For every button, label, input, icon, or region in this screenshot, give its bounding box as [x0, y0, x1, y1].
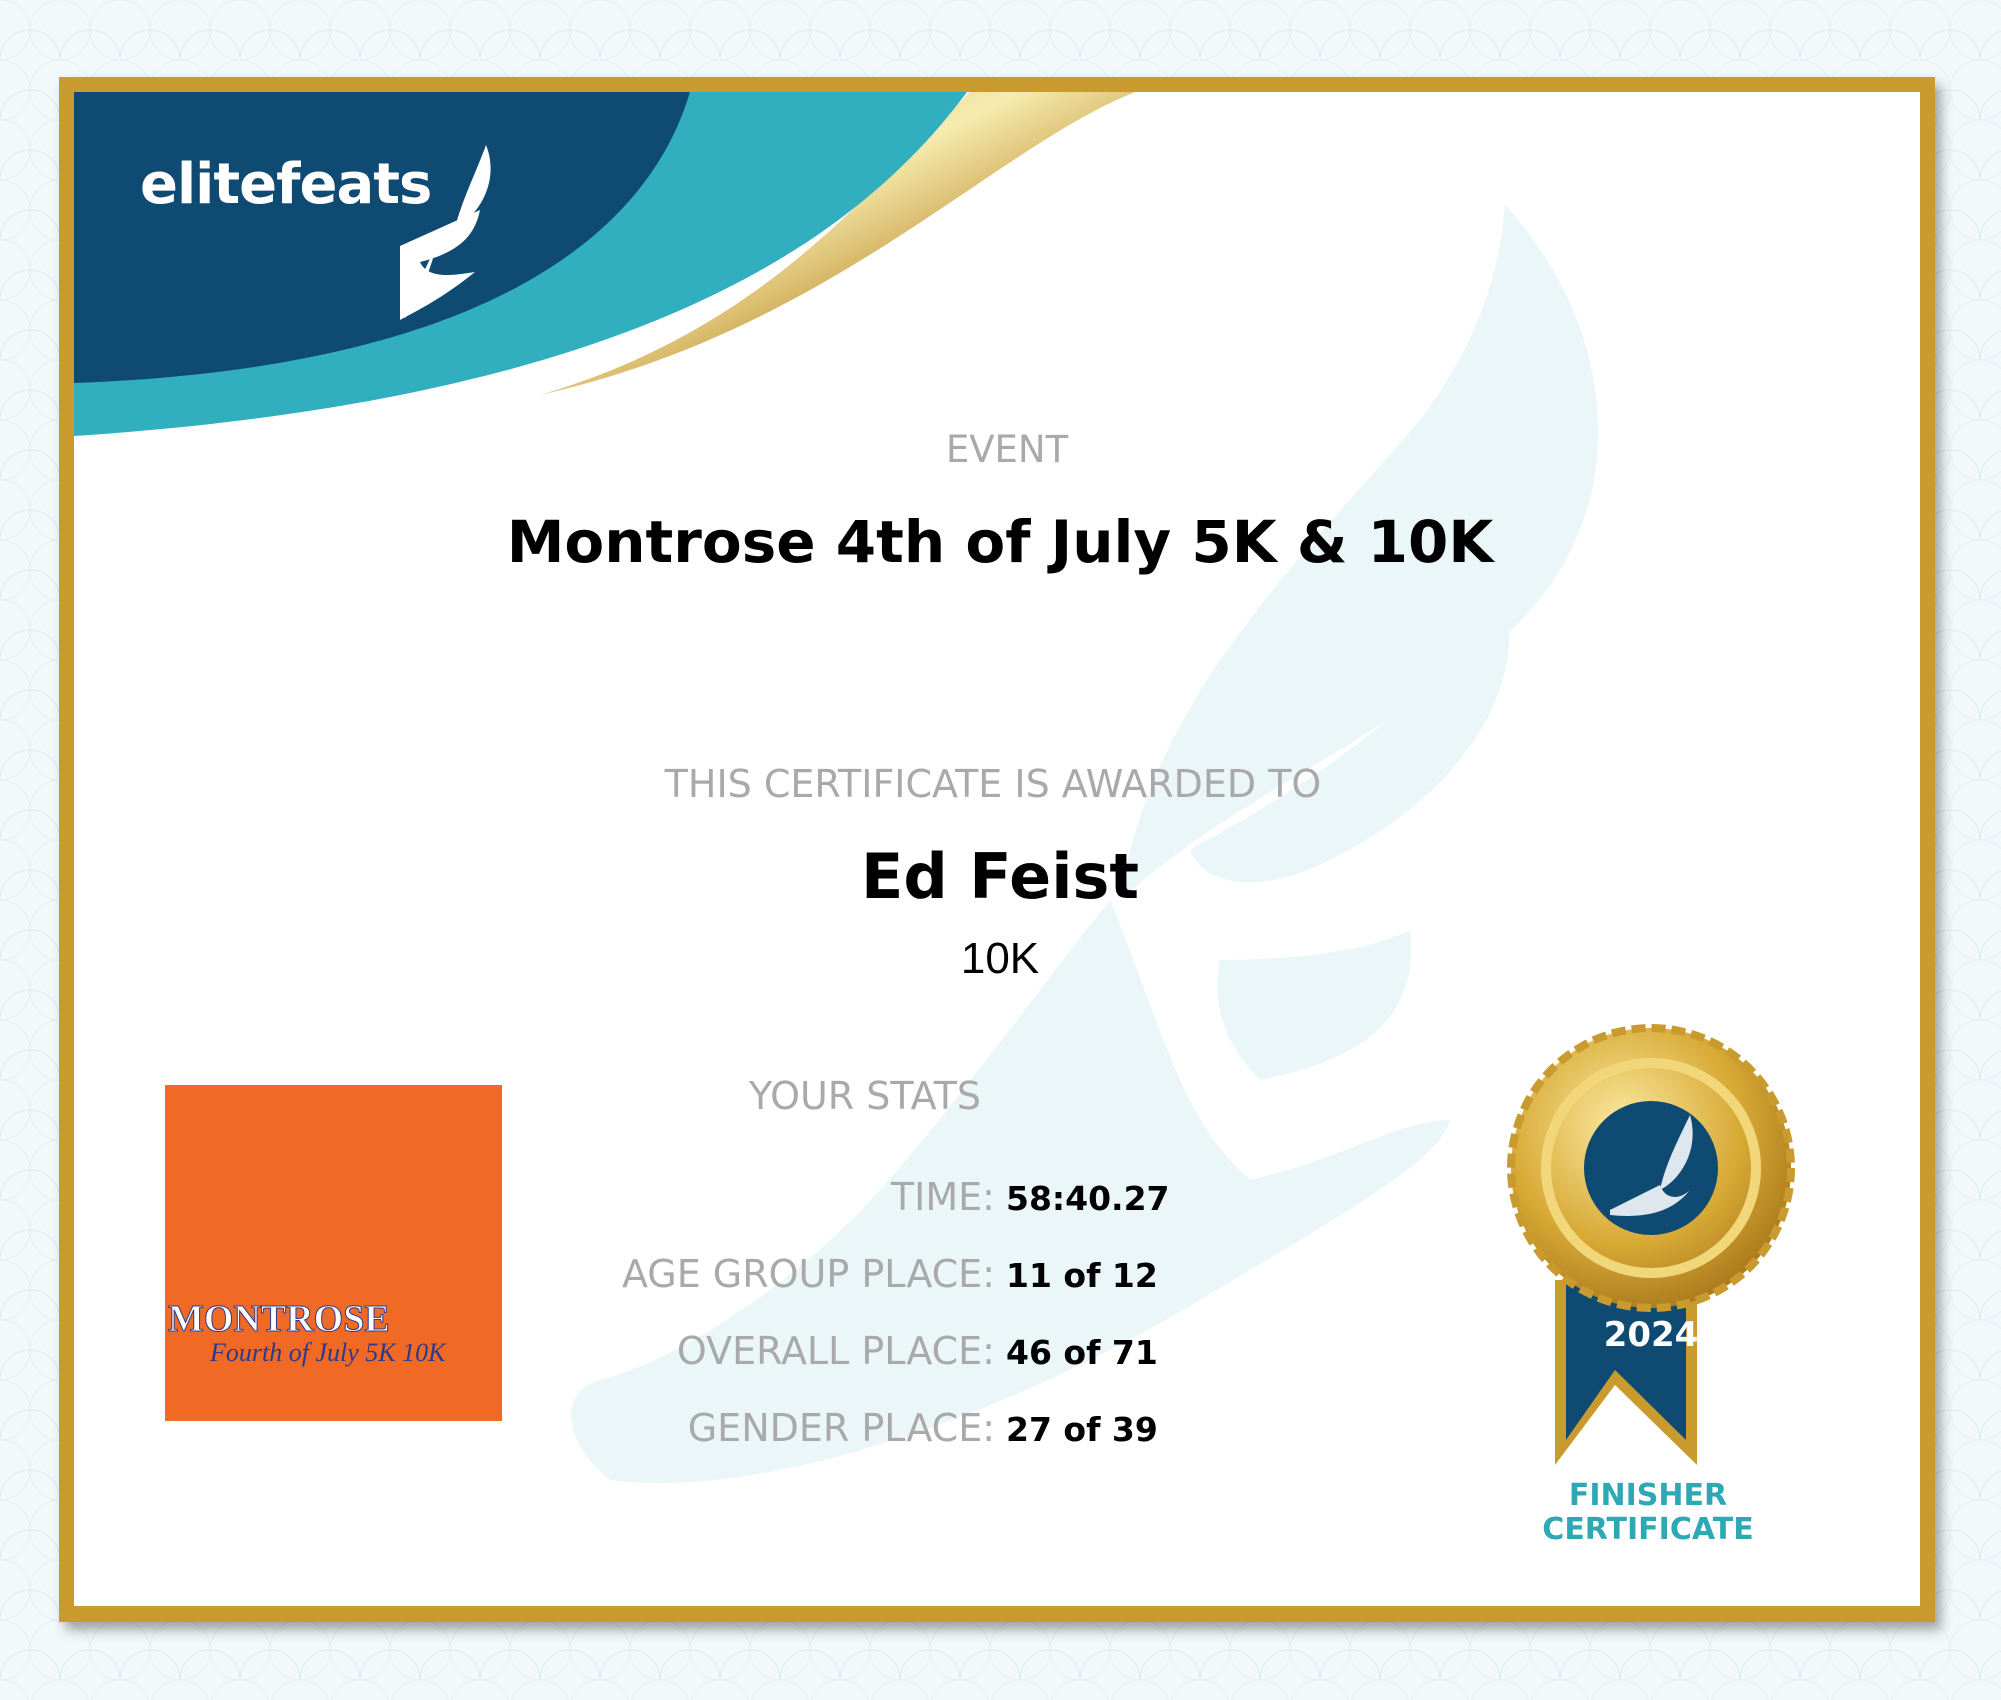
stat-row-age-group: AGE GROUP PLACE: 11 of 12	[0, 1252, 2001, 1302]
event-label: EVENT	[945, 428, 1069, 471]
medal-caption-finisher: FINISHER	[1568, 1478, 1728, 1513]
stat-value: 46 of 71	[1006, 1333, 1158, 1372]
stat-label: AGE GROUP PLACE:	[621, 1252, 995, 1296]
medal-year: 2024	[1603, 1315, 1699, 1355]
winged-foot-icon	[400, 145, 491, 320]
event-logo: MONTROSE Fourth of July 5K 10K	[165, 1085, 502, 1421]
event-logo-title: MONTROSE	[168, 1298, 391, 1341]
stat-row-time: TIME: 58:40.27	[0, 1175, 2001, 1225]
stat-value: 58:40.27	[1006, 1179, 1170, 1218]
race-category: 10K	[960, 934, 1040, 983]
event-logo-subtitle: Fourth of July 5K 10K	[210, 1338, 446, 1367]
medal-caption-certificate: CERTIFICATE	[1542, 1512, 1754, 1547]
stat-label: OVERALL PLACE:	[676, 1329, 995, 1373]
awarded-to-label: THIS CERTIFICATE IS AWARDED TO	[664, 762, 1322, 806]
navy-band	[74, 92, 690, 383]
stat-label: TIME:	[890, 1175, 995, 1219]
stat-label: GENDER PLACE:	[687, 1406, 995, 1450]
winged-foot-watermark	[571, 205, 1599, 1484]
recipient-name: Ed Feist	[860, 840, 1140, 913]
stat-value: 11 of 12	[1006, 1256, 1158, 1295]
elitefeats-logo-text: elitefeats	[140, 152, 432, 217]
stats-heading: YOUR STATS	[748, 1074, 982, 1118]
event-title: Montrose 4th of July 5K & 10K	[506, 508, 1494, 576]
gold-swoosh	[540, 92, 1135, 395]
stat-row-gender: GENDER PLACE: 27 of 39	[0, 1406, 2001, 1456]
stat-value: 27 of 39	[1006, 1410, 1158, 1449]
finisher-medal	[1507, 1024, 1795, 1465]
stat-row-overall: OVERALL PLACE: 46 of 71	[0, 1329, 2001, 1379]
medal-winged-foot-icon	[1610, 1115, 1693, 1216]
